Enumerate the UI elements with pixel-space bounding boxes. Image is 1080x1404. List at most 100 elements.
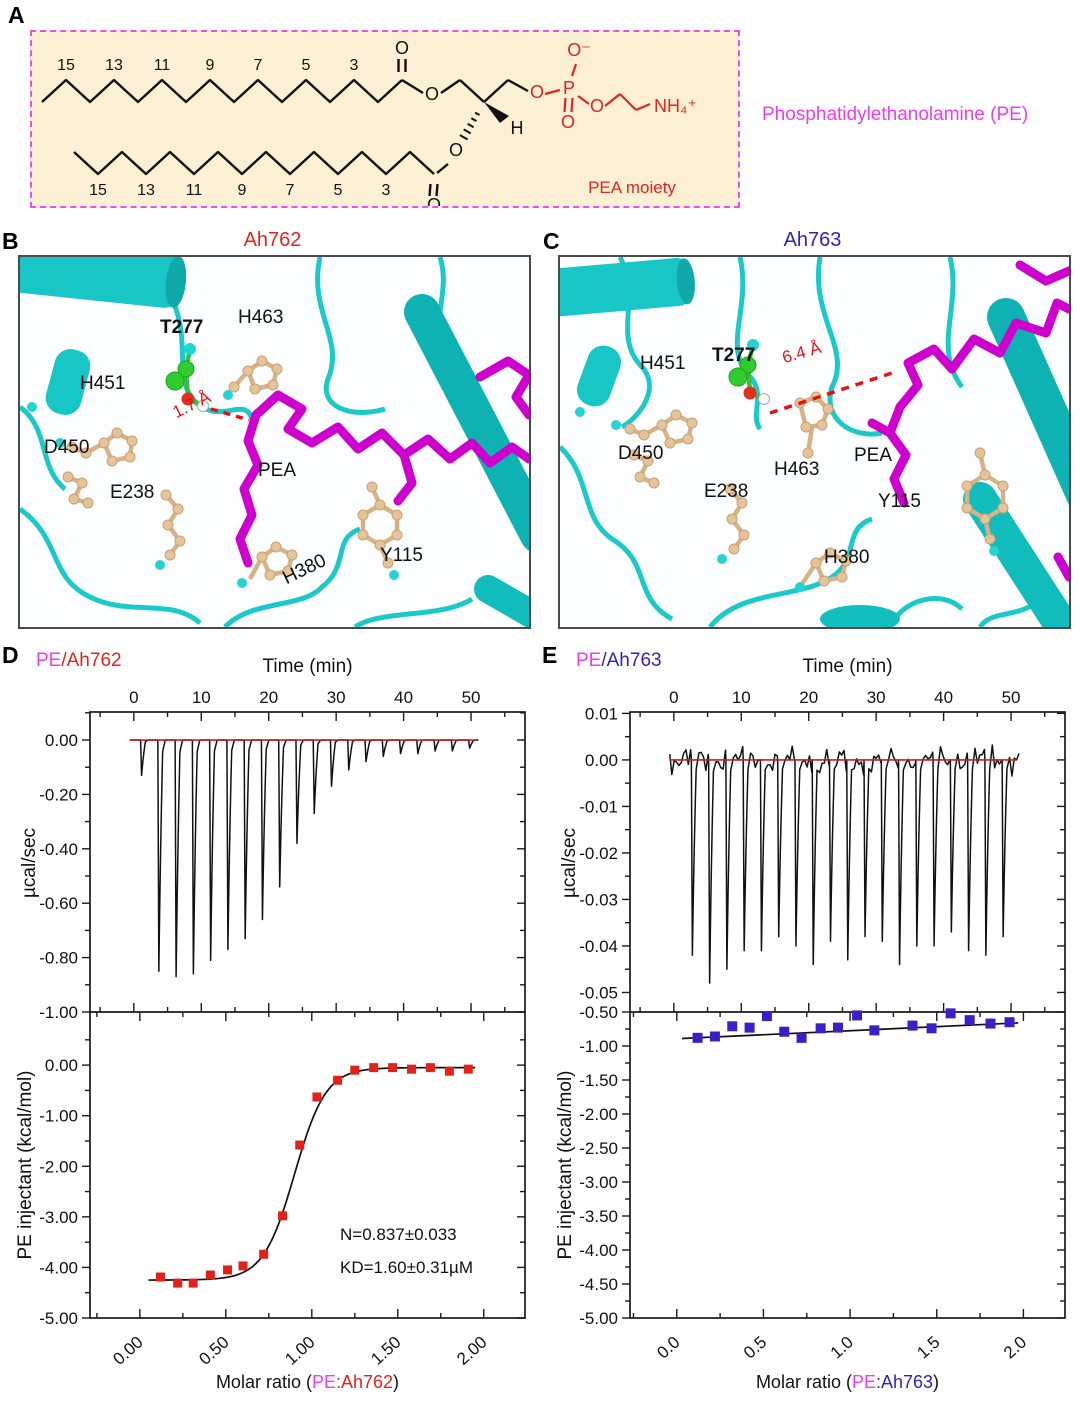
svg-text:-5.00: -5.00	[579, 1309, 618, 1328]
residue-label-d450: D450	[44, 437, 90, 458]
protein-helices	[20, 257, 529, 627]
svg-text:7: 7	[254, 57, 263, 74]
svg-text:-4.00: -4.00	[579, 1241, 618, 1260]
svg-text:30: 30	[867, 688, 886, 707]
hbond-dash	[769, 371, 893, 415]
svg-text:2.00: 2.00	[453, 1332, 490, 1368]
svg-text:13: 13	[137, 182, 155, 199]
panel-d: D PE/Ah762 Time (min) µcal/sec PE inject…	[0, 640, 540, 1404]
panel-b-structure: H451 T277 H463 1.7 Å D450 E238 PEA H380 …	[18, 255, 531, 629]
residue-label-h451: H451	[80, 373, 126, 394]
panel-d-title: PE/Ah762	[36, 650, 122, 672]
svg-text:1.50: 1.50	[367, 1332, 404, 1368]
protein-helices	[560, 257, 1069, 627]
hbond-dash	[210, 407, 250, 422]
svg-text:10: 10	[192, 688, 211, 707]
t277-atoms	[728, 339, 770, 405]
svg-text:15: 15	[89, 182, 107, 199]
svg-text:-3.00: -3.00	[39, 1208, 78, 1227]
svg-text:-3.50: -3.50	[579, 1207, 618, 1226]
svg-text:9: 9	[238, 182, 247, 199]
svg-text:0.50: 0.50	[195, 1332, 232, 1368]
residue-label-h380: H380	[824, 547, 870, 568]
time-axis-title: Time (min)	[262, 656, 353, 677]
title-protein: /Ah762	[61, 650, 122, 671]
title-protein: /Ah763	[601, 650, 662, 671]
svg-text:0.00: 0.00	[45, 731, 78, 750]
svg-text:-0.04: -0.04	[579, 937, 618, 956]
svg-text:-1.50: -1.50	[579, 1071, 618, 1090]
svg-text:5: 5	[334, 182, 343, 199]
svg-text:-0.40: -0.40	[39, 840, 78, 859]
svg-text:-0.02: -0.02	[579, 844, 618, 863]
residue-label-d450: D450	[618, 443, 664, 464]
panel-c-structure: H451 T277 6.4 Å D450 E238 H463 PEA Y115 …	[558, 255, 1071, 629]
title-pe: PE	[576, 650, 602, 671]
svg-text:40: 40	[394, 688, 413, 707]
svg-text:-0.03: -0.03	[579, 890, 618, 909]
panel-e-label: E	[542, 642, 558, 668]
residue-label-t277: T277	[160, 317, 204, 338]
title-pe: PE	[36, 650, 62, 671]
svg-text:O: O	[561, 112, 575, 132]
ligand-label-pea: PEA	[258, 460, 297, 481]
svg-text:11: 11	[154, 57, 171, 74]
svg-text:-0.80: -0.80	[39, 949, 78, 968]
residue-label-h463: H463	[238, 307, 284, 328]
panel-c: C Ah763	[540, 228, 1080, 640]
svg-text:11: 11	[186, 182, 203, 199]
svg-text:-3.00: -3.00	[579, 1173, 618, 1192]
svg-text:H: H	[511, 118, 524, 138]
svg-text:9: 9	[206, 57, 215, 74]
itc-chart-ah763: 0 10 20 30 40 50 0.01 0.00 -0.01 -0.02 -0.03 -0.04 -…	[579, 688, 1066, 1362]
svg-text:O: O	[425, 84, 439, 104]
injectant-axis-title: PE injectant (kcal/mol)	[15, 1070, 36, 1260]
ucal-axis-title: µcal/sec	[559, 827, 580, 899]
svg-text:0: 0	[669, 688, 678, 707]
panel-e-title: PE/Ah763	[576, 650, 662, 672]
svg-text:O: O	[590, 96, 604, 116]
panel-b-title: Ah762	[243, 229, 302, 251]
svg-text:-1.00: -1.00	[39, 1003, 78, 1022]
protein-loops	[20, 257, 474, 627]
svg-text:40: 40	[934, 688, 953, 707]
residue-label-e238: E238	[110, 482, 155, 503]
svg-text:-0.01: -0.01	[579, 797, 618, 816]
svg-text:50: 50	[1002, 688, 1021, 707]
svg-text:-2.00: -2.00	[579, 1105, 618, 1124]
ucal-axis-title: µcal/sec	[19, 827, 40, 899]
svg-text:PEA moiety: PEA moiety	[588, 178, 676, 197]
svg-text:O: O	[395, 38, 409, 58]
fit-kd-annotation: KD=1.60±0.31µM	[340, 1258, 474, 1277]
residue-label-h451: H451	[640, 353, 686, 374]
svg-text:0.5: 0.5	[740, 1332, 770, 1362]
svg-text:10: 10	[732, 688, 751, 707]
molar-ratio-axis-title: Molar ratio (PE:Ah763)	[755, 1372, 940, 1392]
svg-text:0.01: 0.01	[585, 704, 618, 723]
pea-ligand-sticks	[235, 356, 529, 568]
fit-n-annotation: N=0.837±0.033	[340, 1225, 457, 1244]
svg-text:30: 30	[327, 688, 346, 707]
protein-structure-ah763	[560, 257, 1069, 627]
svg-text:O: O	[449, 140, 463, 160]
protein-structure-ah762	[20, 257, 529, 627]
panel-d-label: D	[2, 642, 19, 668]
panel-b: B Ah762	[0, 228, 540, 640]
svg-text:1.00: 1.00	[281, 1332, 318, 1368]
panel-e: E PE/Ah763 Time (min) µcal/sec PE inject…	[540, 640, 1080, 1404]
residue-label-h463: H463	[774, 459, 820, 480]
svg-text:-4.50: -4.50	[579, 1275, 618, 1294]
svg-text:0: 0	[129, 688, 138, 707]
svg-text:0.00: 0.00	[45, 1056, 78, 1075]
svg-text:P: P	[563, 78, 575, 98]
pea-ligand-sticks	[867, 260, 1069, 582]
svg-text:-5.00: -5.00	[39, 1309, 78, 1328]
svg-text:20: 20	[799, 688, 818, 707]
time-axis-title: Time (min)	[802, 656, 893, 677]
svg-text:1.5: 1.5	[913, 1332, 943, 1362]
backbone-spheres	[575, 407, 999, 592]
svg-text:-1.00: -1.00	[579, 1037, 618, 1056]
residue-label-y115: Y115	[380, 545, 423, 566]
